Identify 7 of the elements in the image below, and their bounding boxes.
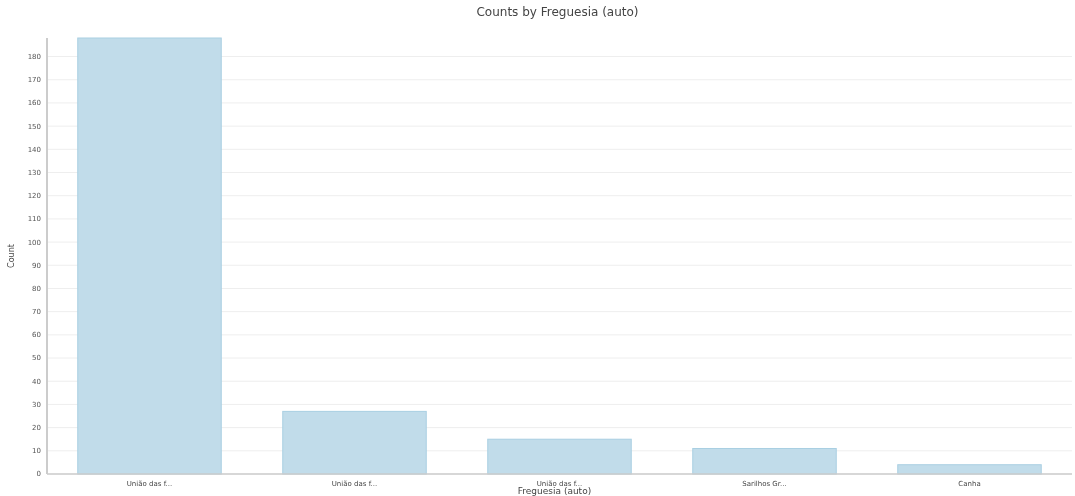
bar bbox=[487, 438, 632, 475]
y-axis-title: Count bbox=[7, 244, 16, 268]
bar bbox=[77, 37, 222, 475]
chart-title: Counts by Freguesia (auto) bbox=[476, 5, 639, 19]
bar bbox=[692, 447, 837, 475]
bar bbox=[282, 410, 427, 475]
x-axis-title: Freguesia (auto) bbox=[517, 486, 592, 496]
